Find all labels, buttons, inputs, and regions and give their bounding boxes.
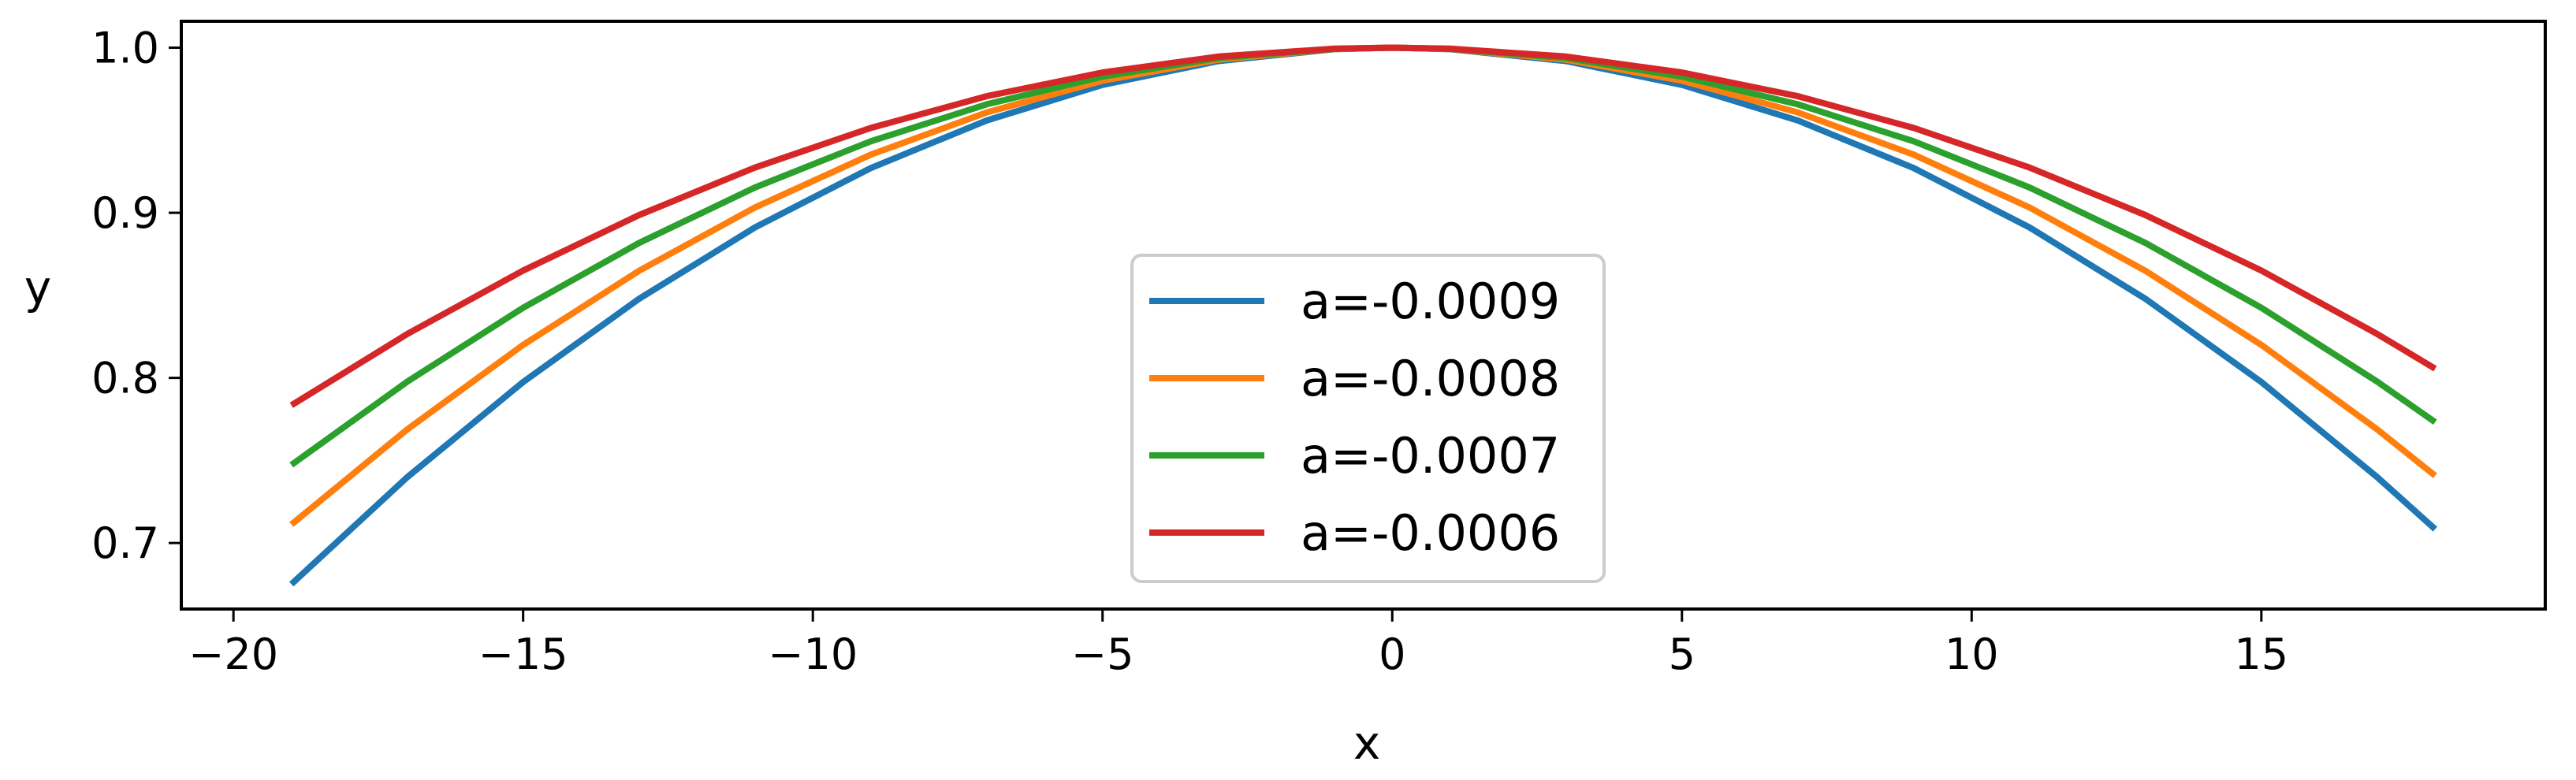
- x-tick-label: −5: [1071, 630, 1134, 679]
- y-tick-label: 0.8: [91, 354, 159, 403]
- legend-label-4: a=-0.0006: [1301, 504, 1560, 562]
- x-tick-label: 5: [1669, 630, 1696, 679]
- y-axis-ticks: 0.7 0.8 0.9 1.0: [91, 24, 181, 568]
- series-layer: [288, 44, 2437, 587]
- series-line-4: [289, 44, 2437, 408]
- x-axis-ticks: −20 −15 −10 −5 0 5 10 15: [188, 609, 2288, 679]
- y-tick-label: 1.0: [91, 24, 159, 73]
- x-axis-label: x: [1353, 716, 1380, 770]
- legend: a=-0.0009 a=-0.0008 a=-0.0007 a=-0.0006: [1130, 254, 1606, 583]
- y-tick-label: 0.7: [91, 518, 159, 568]
- legend-label-1: a=-0.0009: [1301, 273, 1560, 330]
- legend-label-3: a=-0.0007: [1301, 427, 1560, 485]
- legend-box: [1130, 254, 1606, 583]
- x-tick-label: −15: [478, 630, 568, 679]
- x-tick-label: −20: [188, 630, 278, 679]
- x-tick-label: 0: [1379, 630, 1405, 679]
- y-tick-label: 0.9: [91, 188, 159, 238]
- legend-label-2: a=-0.0008: [1301, 350, 1560, 407]
- x-tick-label: −10: [768, 630, 858, 679]
- x-tick-label: 10: [1945, 630, 1999, 679]
- y-axis-label: y: [24, 261, 51, 314]
- plot-frame: [180, 20, 2547, 611]
- x-tick-label: 15: [2234, 630, 2288, 679]
